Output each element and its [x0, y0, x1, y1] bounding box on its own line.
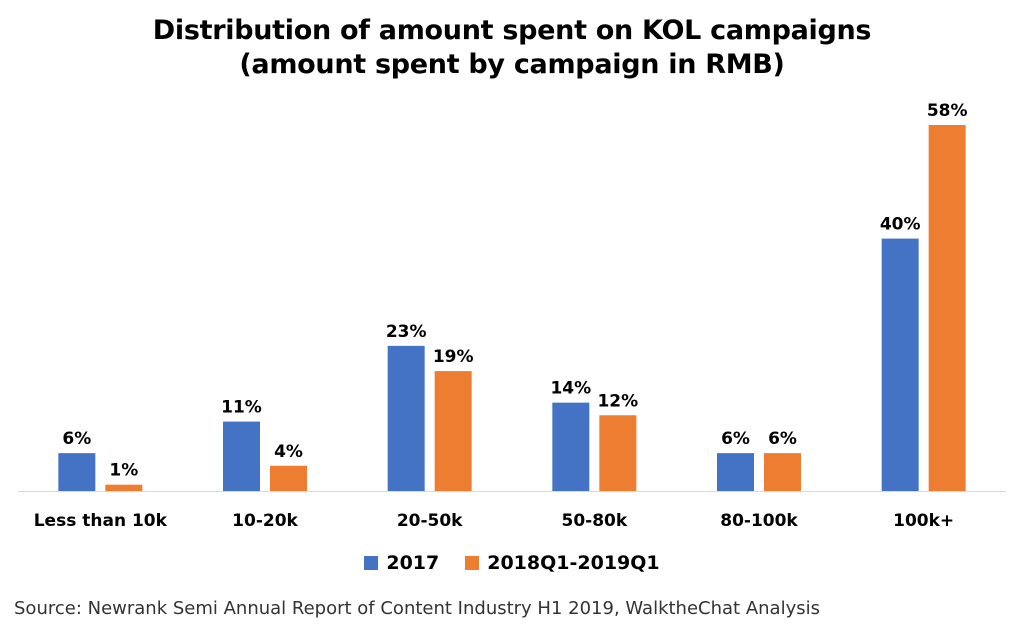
- data-label-50-80k-series-1: 12%: [597, 391, 638, 411]
- category-label-80-100k: 80-100k: [720, 511, 798, 531]
- bar-20-50k-series-1: [434, 371, 472, 491]
- data-label-less-than-10k-series-1: 1%: [109, 461, 138, 481]
- category-label-less-than-10k: Less than 10k: [34, 511, 168, 531]
- bar-80-100k-series-1: [764, 453, 801, 491]
- bar-100k-series-0: [881, 238, 919, 491]
- chart-title: Distribution of amount spent on KOL camp…: [0, 14, 1024, 82]
- data-label-10-20k-series-1: 4%: [274, 442, 303, 462]
- data-label-20-50k-series-1: 19%: [433, 347, 474, 367]
- legend-swatch-2018q1-2019q1: [465, 556, 480, 570]
- bar-less-than-10k-series-1: [105, 484, 143, 491]
- data-label-80-100k-series-1: 6%: [768, 429, 797, 449]
- source-note: Source: Newrank Semi Annual Report of Co…: [14, 598, 820, 619]
- legend: 2017 2018Q1-2019Q1: [0, 552, 1024, 574]
- bar-less-than-10k-series-0: [58, 453, 96, 491]
- bar-10-20k-series-1: [270, 465, 307, 491]
- bar-50-80k-series-0: [552, 402, 590, 491]
- data-label-100k-series-1: 58%: [927, 101, 968, 121]
- category-label-50-80k: 50-80k: [561, 511, 627, 531]
- chart-title-line-2: (amount spent by campaign in RMB): [239, 49, 785, 80]
- data-label-10-20k-series-0: 11%: [221, 398, 262, 418]
- legend-label-2018q1-2019q1: 2018Q1-2019Q1: [487, 552, 660, 574]
- data-label-80-100k-series-0: 6%: [721, 429, 750, 449]
- bar-10-20k-series-0: [223, 421, 260, 491]
- bar-100k-series-1: [928, 125, 966, 491]
- bar-80-100k-series-0: [717, 453, 754, 491]
- category-label-20-50k: 20-50k: [397, 511, 463, 531]
- data-label-100k-series-0: 40%: [880, 215, 921, 235]
- data-label-less-than-10k-series-0: 6%: [62, 429, 91, 449]
- chart-title-line-1: Distribution of amount spent on KOL camp…: [152, 15, 872, 46]
- legend-label-2017: 2017: [386, 552, 440, 574]
- bar-chart: 6% 1% Less than 10k 11% 4% 10-20k 23% 19% 20-50k…: [18, 101, 1006, 531]
- bar-50-80k-series-1: [599, 415, 637, 491]
- legend-item-2017: 2017: [364, 552, 439, 574]
- data-label-20-50k-series-0: 23%: [386, 322, 427, 342]
- bar-20-50k-series-0: [387, 345, 425, 491]
- data-label-50-80k-series-0: 14%: [550, 379, 591, 399]
- category-label-10-20k: 10-20k: [232, 511, 298, 531]
- legend-swatch-2017: [364, 556, 379, 570]
- category-label-100k: 100k+: [893, 511, 954, 531]
- legend-item-2018q1-2019q1: 2018Q1-2019Q1: [465, 552, 660, 574]
